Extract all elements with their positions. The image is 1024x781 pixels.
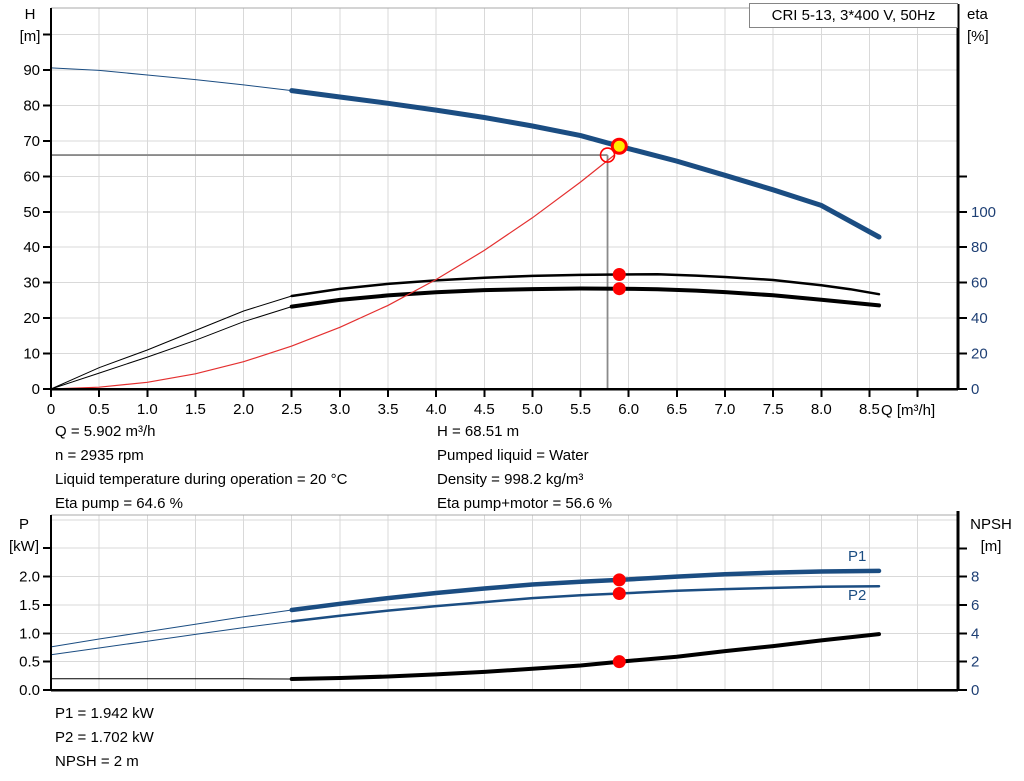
svg-text:80: 80 [23,97,40,114]
svg-text:8.5: 8.5 [859,401,880,418]
svg-text:0.0: 0.0 [19,682,40,699]
p2-curve [50,584,881,656]
svg-text:1.0: 1.0 [19,625,40,642]
plot-frame [50,511,960,692]
svg-text:60: 60 [971,275,988,292]
svg-text:20: 20 [23,310,40,327]
p-axis-symbol: P [18,516,29,533]
svg-text:3.0: 3.0 [329,401,350,418]
npsh-axis-label: NPSH [m] [962,514,1020,558]
svg-text:2.5: 2.5 [281,401,302,418]
svg-text:6.0: 6.0 [618,401,639,418]
info-line-npsh: NPSH = 2 m [55,753,139,770]
p1-curve [50,568,882,648]
svg-text:0: 0 [971,682,979,699]
pump-curve [50,67,882,240]
svg-text:20: 20 [971,346,988,363]
h-axis-label: H [m] [10,4,50,48]
svg-text:8.0: 8.0 [811,401,832,418]
duty-point [610,137,628,155]
svg-text:80: 80 [971,239,988,256]
npsh-point [612,655,626,669]
svg-text:60: 60 [23,168,40,185]
p-axis-unit: [kW] [9,538,39,555]
chart-title-box: CRI 5-13, 3*400 V, 50Hz [749,3,958,28]
info-line-eta-pump: Eta pump = 64.6 % [55,495,183,512]
q-axis-label: Q [m³/h] [881,402,936,419]
info-line-eta-pump-motor: Eta pump+motor = 56.6 % [437,495,613,512]
svg-text:4.0: 4.0 [426,401,447,418]
svg-text:0: 0 [971,381,979,398]
svg-text:6.5: 6.5 [666,401,687,418]
info-line-liquid-temp: Liquid temperature during operation = 20… [55,471,348,488]
info-panel-left: Q = 5.902 m³/h n = 2935 rpm Liquid tempe… [55,420,347,516]
npsh-axis-symbol: NPSH [970,516,1012,533]
svg-text:0.5: 0.5 [89,401,110,418]
info-line-density: Density = 998.2 kg/m³ [437,471,584,488]
system-curve [50,154,615,390]
duty-crosshair [51,154,609,389]
h-axis-unit: [m] [19,28,41,45]
chart-1: 0.0 0.5 1.0 1.5 2.0 0 2 4 6 8 [19,511,979,699]
info-panel-right: H = 68.51 m Pumped liquid = Water Densit… [437,420,612,516]
p-axis-label: P [kW] [2,514,46,558]
svg-text:0: 0 [47,401,55,418]
p1-point [612,573,626,587]
eta-pump-point [612,268,626,282]
eta-axis-label: eta [%] [967,4,1017,48]
svg-text:4: 4 [971,625,979,642]
svg-text:30: 30 [23,275,40,292]
eta-pump-motor-curve [50,286,881,390]
svg-text:1.5: 1.5 [19,597,40,614]
svg-text:3.5: 3.5 [378,401,399,418]
spec-duty-point [599,147,616,163]
svg-text:6: 6 [971,597,979,614]
info-line-speed: n = 2935 rpm [55,447,144,464]
svg-text:90: 90 [23,62,40,79]
p2-point [612,586,626,600]
h-axis-symbol: H [24,6,36,23]
svg-text:0.5: 0.5 [19,654,40,671]
p2-curve-label: P2 [848,587,867,604]
info-line-p1: P1 = 1.942 kW [55,705,154,722]
info-line-q: Q = 5.902 m³/h [55,423,156,440]
svg-text:2: 2 [971,654,979,671]
svg-text:40: 40 [971,310,988,327]
svg-text:40: 40 [23,239,40,256]
eta-axis-symbol: eta [967,6,988,23]
svg-text:5.5: 5.5 [570,401,591,418]
svg-text:10: 10 [23,346,40,363]
eta-axis-unit: [%] [967,28,989,45]
axis-ticks: 0.0 0.5 1.0 1.5 2.0 0 2 4 6 8 [19,547,979,699]
svg-text:5.0: 5.0 [522,401,543,418]
chart-0: 0 10 20 30 40 50 60 70 80 90 0 20 40 60 80 100 0 0.5 1.0 1.… [23,4,996,418]
svg-text:1.0: 1.0 [137,401,158,418]
svg-text:2.0: 2.0 [233,401,254,418]
svg-text:100: 100 [971,204,996,221]
svg-text:8: 8 [971,569,979,586]
svg-text:1.5: 1.5 [185,401,206,418]
axis-ticks: 0 10 20 30 40 50 60 70 80 90 0 20 40 60 80 100 0 0.5 1.0 1.… [23,33,996,418]
p1-curve-label: P1 [848,548,867,565]
gridlines [51,515,958,690]
svg-text:2.0: 2.0 [19,569,40,586]
svg-text:7.5: 7.5 [763,401,784,418]
svg-text:0: 0 [32,381,40,398]
svg-text:4.5: 4.5 [474,401,495,418]
info-line-h: H = 68.51 m [437,423,520,440]
info-line-p2: P2 = 1.702 kW [55,729,154,746]
plot-frame [50,4,960,391]
info-line-pumped-liquid: Pumped liquid = Water [437,447,589,464]
info-panel-bottom: P1 = 1.942 kW P2 = 1.702 kW NPSH = 2 m [55,702,154,774]
svg-text:50: 50 [23,204,40,221]
svg-text:7.0: 7.0 [715,401,736,418]
npsh-curve [51,632,881,681]
gridlines [51,8,958,389]
npsh-axis-unit: [m] [980,538,1002,555]
eta-pump-motor-point [612,282,626,296]
svg-text:70: 70 [23,133,40,150]
